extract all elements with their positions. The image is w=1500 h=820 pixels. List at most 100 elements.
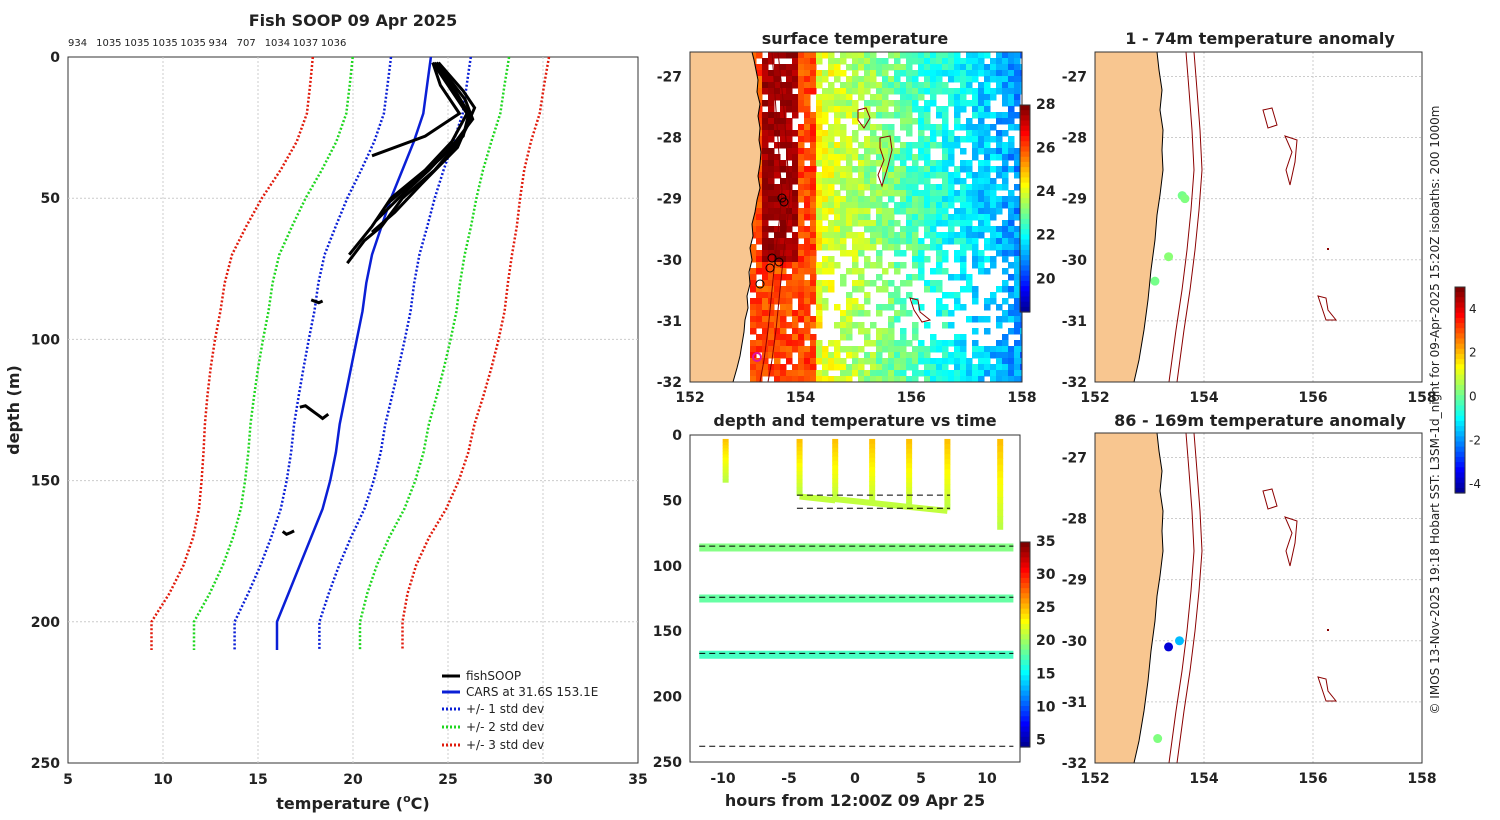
sst-cell: [858, 376, 865, 382]
timeseries-colorbar-segment: [1020, 726, 1030, 733]
sst-cell: [942, 154, 949, 161]
sst-cell: [822, 172, 829, 179]
sst-cell: [852, 64, 859, 71]
sst-cell: [780, 166, 787, 173]
sst-cell: [828, 58, 835, 65]
sst-cell: [966, 52, 973, 59]
sst-cell: [798, 136, 805, 143]
sst-cell: [852, 298, 859, 305]
sst-cell: [930, 334, 937, 341]
sst-cell: [822, 100, 829, 107]
sst-cell: [936, 142, 943, 149]
sst-cell: [930, 160, 937, 167]
sst-cell: [1008, 76, 1015, 83]
sst-cell: [882, 76, 889, 83]
sst-cell: [870, 64, 877, 71]
sst-cell: [846, 226, 853, 233]
sst-cell: [1008, 112, 1015, 119]
sst-station-marker: [765, 263, 775, 273]
sst-cell: [864, 226, 871, 233]
sst-cell: [912, 202, 919, 209]
sst-cell: [870, 142, 877, 149]
sst-cell: [942, 376, 949, 382]
timeseries-cast-segment: [796, 450, 803, 456]
sst-cell: [1020, 52, 1022, 59]
sst-cell: [882, 238, 889, 245]
sst-cell: [972, 100, 979, 107]
profile-y-tick-label: 200: [31, 615, 60, 631]
sst-cell: [810, 136, 817, 143]
timeseries-colorbar-segment: [1020, 665, 1030, 671]
sst-cell: [768, 88, 775, 95]
sst-cell: [798, 76, 805, 83]
sst-cell: [942, 232, 949, 239]
sst-cell: [858, 64, 865, 71]
sst-cell: [936, 64, 943, 71]
sst-cell: [846, 352, 853, 359]
sst-cell: [816, 190, 823, 197]
anomaly-colorbar-segment: [1455, 374, 1465, 381]
anomaly-deep-seamount-dot: [1327, 629, 1329, 631]
sst-cell: [762, 130, 769, 137]
sst-cell: [828, 364, 835, 371]
sst-cell: [948, 322, 955, 329]
sst-cell: [768, 52, 775, 59]
sst-cell: [990, 364, 997, 371]
sst-cell: [888, 226, 895, 233]
sst-cell: [840, 82, 847, 89]
sst-cell: [912, 226, 919, 233]
sst-cell: [852, 100, 859, 107]
sst-colorbar-tick-label: 28: [1036, 97, 1055, 113]
sst-cell: [816, 136, 823, 143]
sst-cell: [840, 94, 847, 101]
sst-cell: [942, 88, 949, 95]
sst-cell: [822, 352, 829, 359]
sst-cell: [882, 82, 889, 89]
sst-cell: [858, 310, 865, 317]
sst-cell: [870, 190, 877, 197]
sst-cell: [750, 340, 757, 347]
sst-cell: [996, 322, 1003, 329]
sst-colorbar-segment: [1020, 177, 1030, 184]
sst-cell: [978, 58, 985, 65]
sst-cell: [774, 244, 781, 251]
profile-x-tick-label: 25: [438, 772, 457, 788]
sst-cell: [756, 190, 763, 197]
sst-cell: [930, 100, 937, 107]
sst-cell: [864, 136, 871, 143]
timeseries-colorbar-segment: [1020, 716, 1030, 722]
sst-cell: [786, 334, 793, 341]
sst-cell: [942, 202, 949, 209]
sst-cell: [858, 160, 865, 167]
sst-cell: [780, 352, 787, 359]
sst-cell: [984, 160, 991, 167]
sst-cell: [906, 340, 913, 347]
sst-cell: [966, 118, 973, 125]
sst-cell: [936, 262, 943, 269]
sst-cell: [762, 334, 769, 341]
sst-cell: [888, 346, 895, 353]
sst-cell: [930, 76, 937, 83]
sst-cell: [876, 358, 883, 365]
sst-cell: [936, 82, 943, 89]
sst-cell: [846, 292, 853, 299]
sst-cell: [822, 280, 829, 287]
sst-cell: [894, 148, 901, 155]
sst-cell: [762, 220, 769, 227]
sst-cell: [804, 286, 811, 293]
sst-cell: [990, 70, 997, 77]
timeseries-cast-segment: [869, 448, 876, 454]
sst-cell: [774, 322, 781, 329]
sst-cell: [762, 238, 769, 245]
sst-cell: [804, 184, 811, 191]
sst-cell: [876, 310, 883, 317]
sst-cell: [984, 244, 991, 251]
sst-x-tick-label: 154: [786, 390, 815, 406]
sst-cell: [804, 280, 811, 287]
sst-cell: [996, 352, 1003, 359]
sst-cell: [828, 232, 835, 239]
timeseries-cast-segment: [997, 516, 1004, 524]
sst-cell: [750, 298, 757, 305]
sst-cell: [876, 88, 883, 95]
